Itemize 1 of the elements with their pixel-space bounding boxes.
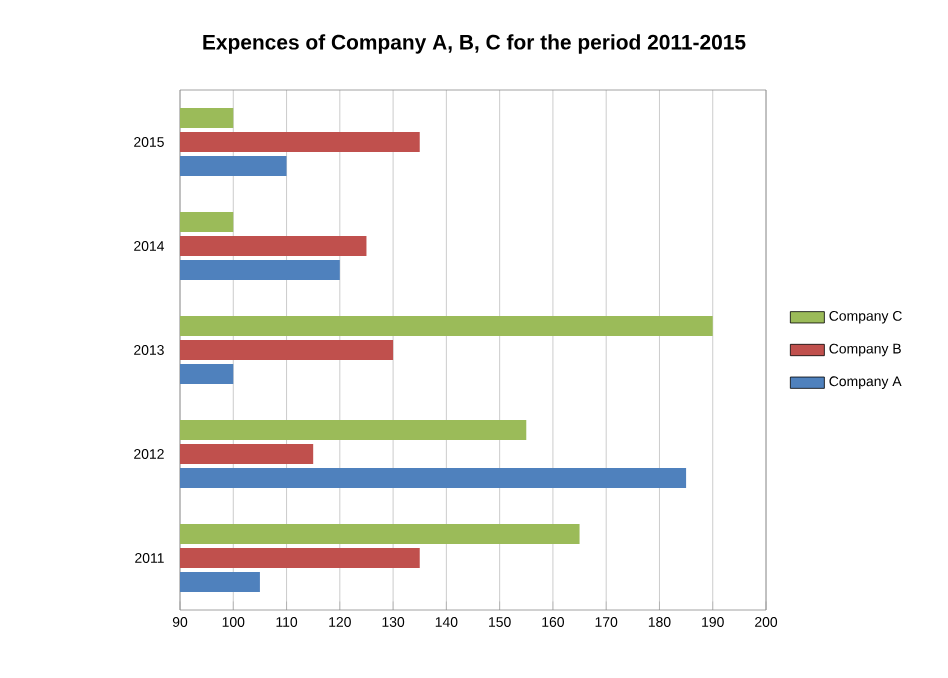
chart-title: Expences of Company A, B, C for the period 2011-2015: [203, 34, 746, 54]
